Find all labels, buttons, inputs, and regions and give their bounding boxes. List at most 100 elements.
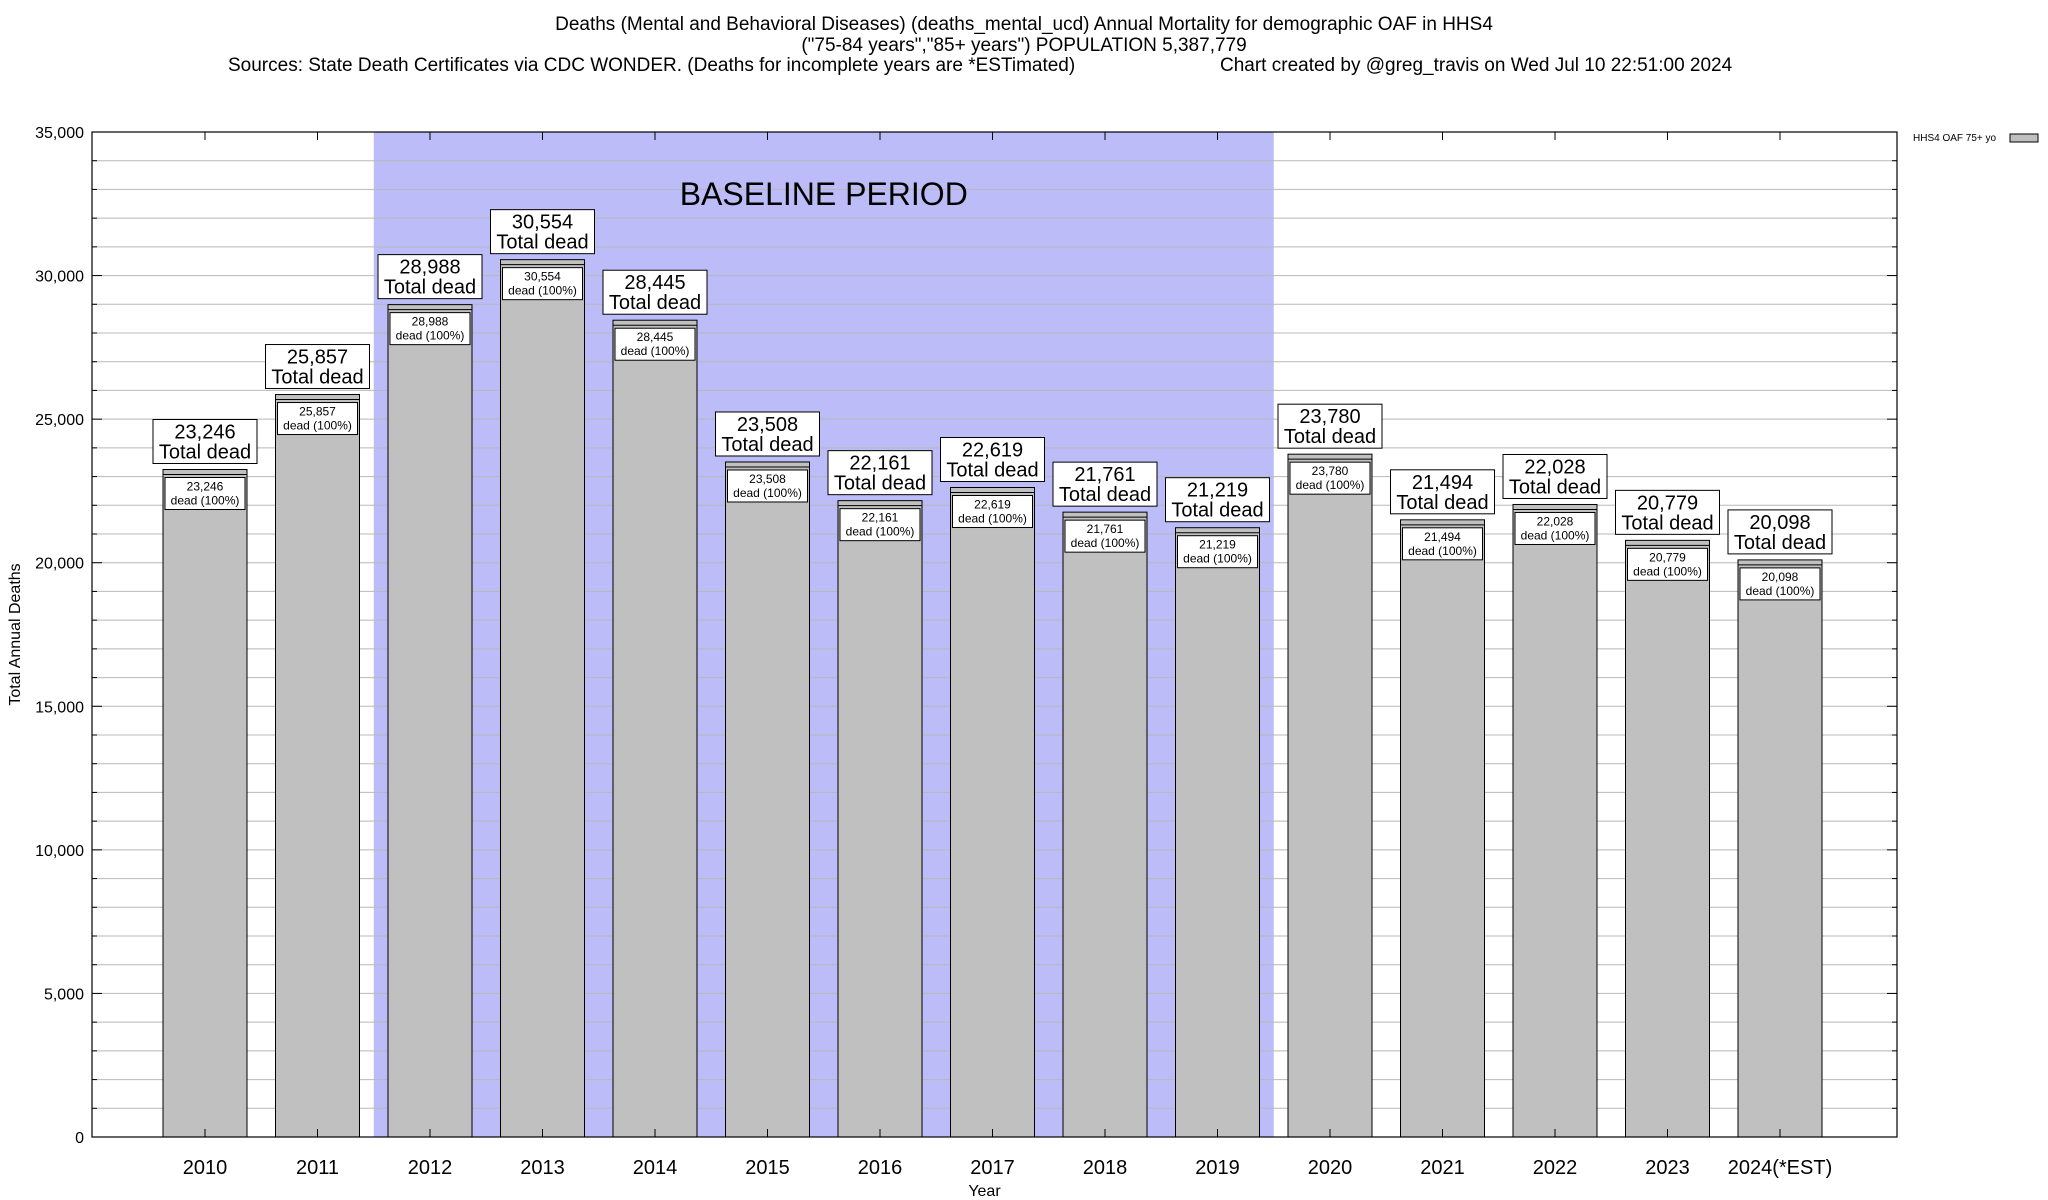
y-tick-label: 10,000 — [35, 843, 84, 860]
bar-2022 — [1512, 503, 1598, 1138]
total-value-label: 21,761 — [1074, 464, 1135, 486]
inner-value-label: 21,219 — [1199, 538, 1236, 552]
x-tick-label: 2019 — [1195, 1157, 1240, 1179]
total-value-label: 30,554 — [512, 212, 573, 234]
total-value-label: 20,098 — [1749, 512, 1810, 534]
inner-dead-label: dead (100%) — [621, 344, 690, 358]
bar-2021 — [1400, 519, 1485, 1138]
inner-value-label: 20,098 — [1762, 570, 1799, 584]
inner-dead-label: dead (100%) — [1408, 544, 1477, 558]
bar-2023 — [1625, 539, 1710, 1138]
y-tick-label: 15,000 — [35, 699, 84, 716]
y-tick-label: 35,000 — [35, 125, 84, 142]
inner-dead-label: dead (100%) — [508, 284, 577, 298]
chart-subtitle: ("75-84 years","85+ years") POPULATION 5… — [801, 35, 1247, 56]
total-dead-label: Total dead — [609, 292, 701, 314]
x-tick-label: 2018 — [1083, 1157, 1128, 1179]
inner-value-label: 22,619 — [974, 498, 1011, 512]
inner-label-box — [277, 402, 358, 436]
total-dead-label: Total dead — [159, 442, 251, 464]
total-value-label: 25,857 — [287, 347, 348, 369]
inner-value-label: 22,028 — [1537, 514, 1574, 528]
x-tick-label: 2012 — [408, 1157, 453, 1179]
x-tick-label: 2011 — [296, 1157, 339, 1179]
inner-value-label: 28,988 — [412, 315, 449, 329]
total-label-box — [490, 209, 595, 255]
total-dead-label: Total dead — [1621, 512, 1713, 534]
chart-credit: Chart created by @greg_travis on Wed Jul… — [1220, 55, 1733, 76]
x-tick-label: 2023 — [1645, 1157, 1690, 1179]
total-label-box — [940, 437, 1045, 483]
bar-2011 — [275, 394, 360, 1138]
inner-dead-label: dead (100%) — [1746, 584, 1815, 598]
legend-label: HHS4 OAF 75+ yo — [1913, 133, 1997, 144]
x-tick-label: 2016 — [858, 1157, 903, 1179]
total-label-box — [1390, 469, 1495, 515]
x-tick-label: 2014 — [633, 1157, 678, 1179]
inner-value-label: 21,761 — [1087, 522, 1124, 536]
x-tick-label: 2021 — [1420, 1157, 1465, 1179]
total-value-label: 23,246 — [174, 422, 235, 444]
x-tick-label: 2015 — [745, 1157, 790, 1179]
total-label-box — [827, 450, 933, 496]
inner-label-box — [502, 267, 583, 301]
total-dead-label: Total dead — [1171, 500, 1263, 522]
bar-2016 — [837, 500, 923, 1138]
inner-value-label: 30,554 — [524, 270, 561, 284]
inner-dead-label: dead (100%) — [733, 486, 802, 500]
bar-2015 — [725, 461, 810, 1138]
total-dead-label: Total dead — [496, 232, 588, 254]
chart-sources: Sources: State Death Certificates via CD… — [228, 55, 1076, 76]
bar-2024(*EST) — [1737, 559, 1823, 1138]
inner-value-label: 23,508 — [749, 472, 786, 486]
x-tick-label: 2010 — [183, 1157, 228, 1179]
x-tick-label: 2024(*EST) — [1728, 1157, 1833, 1179]
total-value-label: 22,028 — [1524, 456, 1585, 478]
chart-title: Deaths (Mental and Behavioral Diseases) … — [555, 14, 1493, 35]
inner-label-box — [1289, 461, 1371, 495]
total-value-label: 20,779 — [1637, 492, 1698, 514]
bar-2013 — [500, 259, 585, 1138]
inner-label-box — [1627, 547, 1708, 581]
inner-value-label: 22,161 — [862, 511, 899, 525]
total-dead-label: Total dead — [721, 434, 813, 456]
total-label-box — [602, 269, 708, 315]
x-tick-label: 2022 — [1533, 1157, 1578, 1179]
inner-label-box — [164, 477, 246, 511]
inner-dead-label: dead (100%) — [958, 512, 1027, 526]
inner-label-box — [614, 327, 696, 361]
inner-label-box — [1064, 519, 1146, 553]
total-value-label: 21,219 — [1187, 480, 1248, 502]
y-tick-label: 0 — [75, 1130, 84, 1147]
inner-dead-label: dead (100%) — [1071, 536, 1140, 550]
total-label-box — [715, 411, 820, 457]
y-tick-label: 30,000 — [35, 269, 84, 286]
inner-dead-label: dead (100%) — [283, 419, 352, 433]
total-value-label: 28,445 — [624, 272, 685, 294]
total-dead-label: Total dead — [1509, 476, 1601, 498]
inner-label-box — [1402, 527, 1483, 561]
inner-value-label: 28,445 — [637, 330, 674, 344]
total-dead-label: Total dead — [1396, 492, 1488, 514]
baseline-period-label: BASELINE PERIOD — [680, 176, 968, 212]
total-dead-label: Total dead — [1284, 426, 1376, 448]
bar-2014 — [612, 319, 698, 1138]
inner-dead-label: dead (100%) — [1183, 552, 1252, 566]
total-value-label: 21,494 — [1412, 472, 1473, 494]
inner-label-box — [1739, 567, 1821, 601]
total-dead-label: Total dead — [946, 460, 1038, 482]
y-axis-label: Total Annual Deaths — [7, 563, 24, 705]
inner-value-label: 25,857 — [299, 405, 336, 419]
bar-2018 — [1062, 511, 1148, 1138]
total-value-label: 22,619 — [962, 440, 1023, 462]
bar-2020 — [1287, 453, 1373, 1138]
inner-label-box — [727, 469, 808, 503]
total-value-label: 28,988 — [399, 257, 460, 279]
x-tick-label: 2017 — [970, 1157, 1015, 1179]
total-value-label: 22,161 — [849, 453, 910, 475]
inner-label-box — [1514, 511, 1596, 545]
inner-dead-label: dead (100%) — [1296, 478, 1365, 492]
inner-dead-label: dead (100%) — [1521, 528, 1590, 542]
total-label-box — [152, 419, 258, 465]
